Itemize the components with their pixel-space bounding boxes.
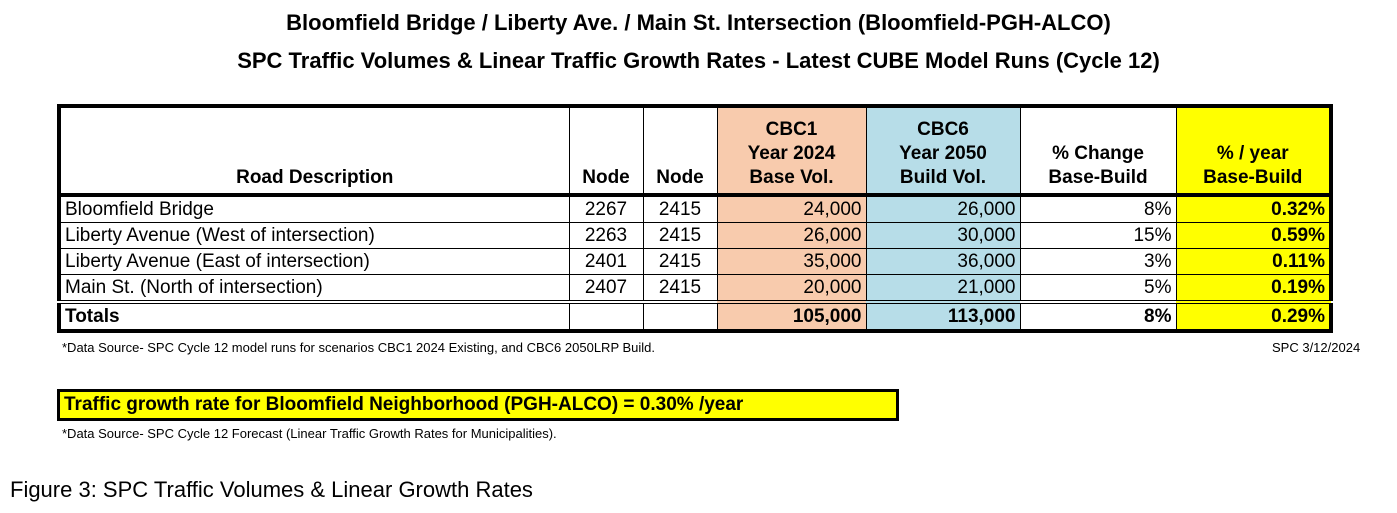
cell-desc: Liberty Avenue (West of intersection)	[58, 222, 570, 249]
cell-year: 0.59%	[1175, 222, 1332, 249]
growth-rate-box: Traffic growth rate for Bloomfield Neigh…	[57, 389, 899, 421]
cell-node1: 2267	[568, 194, 644, 223]
cell-base: 26,000	[716, 222, 867, 249]
figure-caption: Figure 3: SPC Traffic Volumes & Linear G…	[10, 477, 533, 502]
header-node: Node	[568, 105, 644, 197]
cell-year: 0.19%	[1175, 274, 1332, 303]
empty-cell	[568, 300, 644, 332]
cell-change: 3%	[1019, 248, 1177, 275]
cell-desc: Liberty Avenue (East of intersection)	[58, 248, 570, 275]
table-row: Bloomfield Bridge 2267 2415 24,000 26,000 8% 0…	[58, 194, 1332, 223]
cell-node1: 2407	[568, 274, 644, 303]
totals-build: 113,000	[865, 300, 1021, 332]
cell-desc: Bloomfield Bridge	[58, 194, 570, 223]
cell-build: 30,000	[865, 222, 1021, 249]
empty-cell	[642, 300, 718, 332]
footnote-model-source: *Data Source- SPC Cycle 12 model runs fo…	[62, 340, 656, 355]
cell-change: 8%	[1019, 194, 1177, 223]
totals-base: 105,000	[716, 300, 867, 332]
header-road-description: Road Description	[58, 105, 570, 197]
title-line-1: Bloomfield Bridge / Liberty Ave. / Main …	[286, 10, 1111, 35]
header-percent-per-year: % / year Base-Build	[1175, 105, 1332, 197]
cell-node2: 2415	[642, 274, 718, 303]
header-cbc1: CBC1 Year 2024 Base Vol.	[716, 105, 867, 197]
cell-node2: 2415	[642, 222, 718, 249]
table-row: Main St. (North of intersection) 2407 2415…	[58, 274, 1332, 303]
cell-base: 35,000	[716, 248, 867, 275]
header-percent-change: % Change Base-Build	[1019, 105, 1177, 197]
header-node: Node	[642, 105, 718, 197]
footnote-forecast-source: *Data Source- SPC Cycle 12 Forecast (Lin…	[62, 426, 557, 441]
header-row: Road Description Node Node CBC1 Year 2024…	[58, 105, 1332, 197]
cell-change: 5%	[1019, 274, 1177, 303]
cell-year: 0.11%	[1175, 248, 1332, 275]
totals-label: Totals	[58, 300, 570, 332]
totals-row: Totals 105,000 113,000 8% 0.29%	[58, 300, 1332, 332]
cell-change: 15%	[1019, 222, 1177, 249]
cell-build: 21,000	[865, 274, 1021, 303]
table-row: Liberty Avenue (East of intersection) 240…	[58, 248, 1332, 275]
table-row: Liberty Avenue (West of intersection) 226…	[58, 222, 1332, 249]
cell-node2: 2415	[642, 194, 718, 223]
cell-node2: 2415	[642, 248, 718, 275]
cell-year: 0.32%	[1175, 194, 1332, 223]
traffic-volume-table: Road Description Node Node CBC1 Year 2024…	[57, 104, 1333, 333]
cell-desc: Main St. (North of intersection)	[58, 274, 570, 303]
cell-build: 26,000	[865, 194, 1021, 223]
totals-per-year: 0.29%	[1175, 300, 1332, 332]
header-cbc6: CBC6 Year 2050 Build Vol.	[865, 105, 1021, 197]
cell-node1: 2263	[568, 222, 644, 249]
title-line-2: SPC Traffic Volumes & Linear Traffic Gro…	[237, 48, 1160, 73]
cell-base: 24,000	[716, 194, 867, 223]
cell-base: 20,000	[716, 274, 867, 303]
totals-change: 8%	[1019, 300, 1177, 332]
cell-node1: 2401	[568, 248, 644, 275]
cell-build: 36,000	[865, 248, 1021, 275]
date-note: SPC 3/12/2024	[1272, 340, 1361, 355]
